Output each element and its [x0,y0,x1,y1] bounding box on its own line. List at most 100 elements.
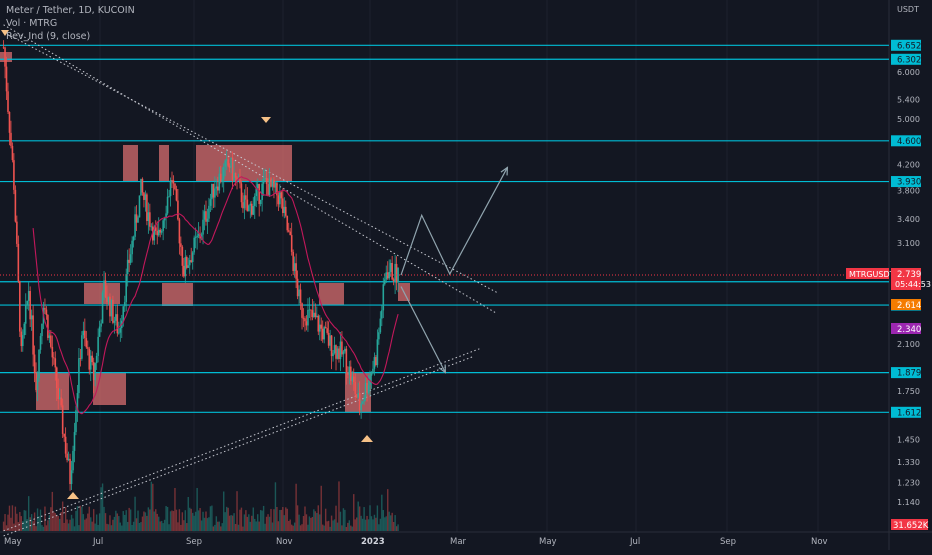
volume-bar [81,506,83,531]
candle-body [347,372,349,375]
candle-body [33,354,36,373]
candle-body [394,263,396,281]
candle-body [141,178,144,193]
candle-body [84,330,86,339]
volume-bar [159,521,161,531]
volume-bar [95,514,98,531]
volume-bar [116,513,119,531]
candle-body [101,292,104,324]
volume-bar [345,526,348,531]
volume-bar [366,515,368,531]
candle-body [190,260,193,263]
candle-body [134,214,136,237]
candle-body [113,320,116,323]
candle-body [391,262,393,280]
candle-body [177,200,179,220]
candle-body [54,358,57,368]
candle-body [144,194,147,200]
candle-body [313,312,315,317]
volume-bar [372,519,374,531]
zone-box [123,145,138,181]
volume-bar [277,521,280,531]
volume-bar [126,521,129,531]
volume-bar [4,514,6,531]
volume-bar [280,509,283,531]
volume-bar [47,520,49,531]
volume-bar [228,515,231,531]
price-tick: 6.000 [897,68,920,77]
candle-body [57,388,60,400]
volume-bar [22,521,24,531]
volume-bar [104,513,107,531]
volume-bar [290,524,293,531]
symbol-legend[interactable]: Meter / Tether, 1D, KUCOIN [6,5,135,16]
volume-bar [295,483,297,531]
volume-bar [282,507,284,531]
volume-bar [289,519,291,531]
candle-body [122,306,125,321]
volume-bar [271,522,274,531]
candle-body [50,335,52,347]
time-label: Mar [450,537,467,547]
volume-bar [218,521,220,531]
candle-body [305,321,308,326]
volume-bar [248,514,250,531]
candle-body [143,192,145,200]
current-price-label: MTRGUSDT 2.739 05:44:53 [846,268,931,290]
candle-body [363,398,365,402]
volume-bar [82,514,85,531]
candle-body [301,303,303,318]
candle-body [224,160,226,167]
candle-body [107,296,110,302]
volume-bar [299,525,302,531]
projection-arrowhead [500,166,509,176]
candle-body [276,182,278,196]
volume-bar [205,511,207,531]
candle-body [239,179,241,184]
volume-bar [234,523,237,531]
candle-body [268,178,271,197]
volume-bar [254,518,256,531]
indicator-legend[interactable]: Rev_Ind (9, close) [6,31,91,42]
volume-bar [391,512,393,531]
candle-body [137,217,139,223]
volume-bar [311,516,314,531]
down-marker [1,30,9,36]
candle-body [338,348,340,360]
volume-bar [251,515,253,531]
candle-body [86,347,89,349]
volume-bar [283,515,286,531]
volume-bar [124,514,126,531]
volume-bar [239,509,241,531]
volume-bar [270,508,272,531]
candle-body [219,173,222,182]
candle-body [339,341,342,360]
candle-body [112,300,114,323]
candle-body [35,372,37,391]
candle-body [97,336,99,356]
candle-body [284,206,287,216]
candle-body [162,220,164,232]
level-label-text: 6.652 [897,41,921,51]
candle-body [183,265,185,277]
volume-bar [19,512,21,531]
orange-label: 2.614 [891,299,921,311]
candle-body [61,405,64,434]
volume-bar [25,510,27,531]
candle-body [252,205,255,215]
volume-bar [279,509,281,531]
volume-bar [375,517,377,531]
candle-body [191,252,194,263]
candle-body [16,221,18,244]
volume-legend[interactable]: Vol · MTRG [6,18,58,29]
candle-body [169,179,172,197]
volume-bar [186,523,188,531]
volume-bar [276,506,278,531]
volume-bar [138,522,141,531]
volume-bar [197,510,200,531]
volume-bar [397,524,399,531]
volume-bar [92,509,95,531]
candle-body [10,132,12,146]
